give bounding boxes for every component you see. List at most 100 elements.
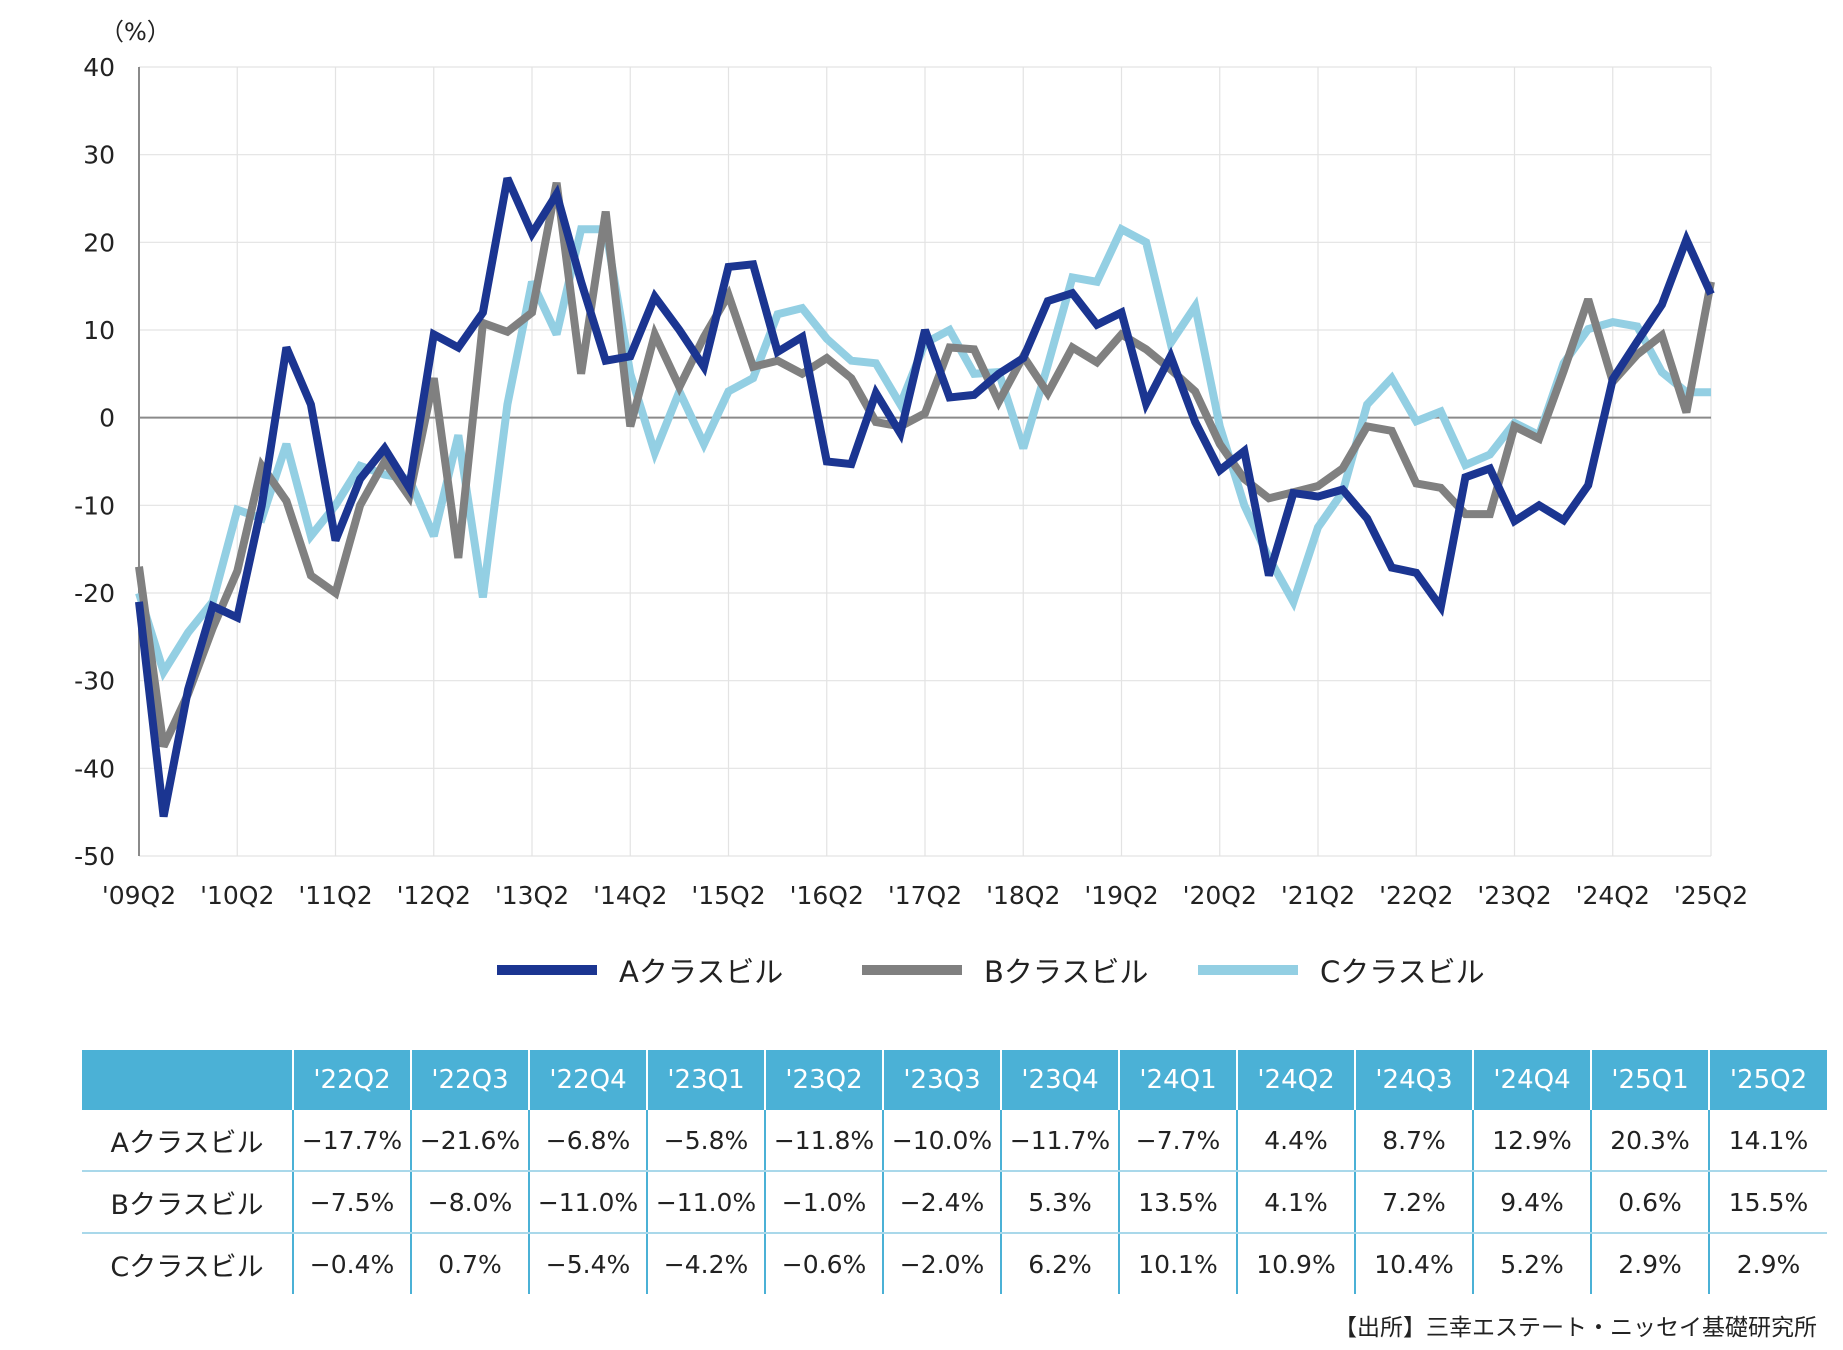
legend-item-b: Bクラスビル [862,950,1148,990]
x-tick-label: '20Q2 [1183,881,1257,910]
table-cell: 12.9% [1472,1110,1591,1172]
legend-swatch-c [1198,965,1298,975]
table-row-c: Cクラスビル −0.4% 0.7% −5.4% −4.2% −0.6% −2.0… [82,1233,1827,1294]
table-header-row: '22Q2 '22Q3 '22Q4 '23Q1 '23Q2 '23Q3 '23Q… [82,1050,1827,1110]
table-cell: −4.2% [646,1233,765,1294]
table-cell: −7.7% [1118,1110,1237,1172]
table-header-cell: '23Q2 [764,1050,883,1110]
table-cell: −1.0% [764,1171,883,1234]
table-cell: 0.7% [410,1233,529,1294]
legend-label-a: Aクラスビル [619,955,784,989]
x-tick-label: '16Q2 [790,881,864,910]
table-cell: −2.4% [882,1171,1001,1234]
table-cell: 0.6% [1590,1171,1709,1234]
table-cell: −6.8% [528,1110,647,1172]
table-cell: −21.6% [410,1110,529,1172]
table-header-cell: '22Q3 [410,1050,529,1110]
y-tick-label: -30 [74,667,115,696]
table-header-cell: '23Q3 [882,1050,1001,1110]
legend-item-a: Aクラスビル [497,950,783,990]
table-cell: 5.3% [1000,1171,1119,1234]
x-tick-label: '14Q2 [593,881,667,910]
y-tick-label: -50 [74,842,115,871]
row-label: Aクラスビル [82,1110,293,1172]
x-tick-label: '19Q2 [1084,881,1158,910]
table-cell: 4.1% [1236,1171,1355,1234]
table-cell: 6.2% [1000,1233,1119,1294]
table-cell: 20.3% [1590,1110,1709,1172]
x-tick-label: '13Q2 [495,881,569,910]
x-tick-label: '25Q2 [1674,881,1748,910]
legend-item-c: Cクラスビル [1198,950,1485,990]
source-note: 【出所】三幸エステート・ニッセイ基礎研究所 [1334,1315,1817,1341]
x-tick-label: '11Q2 [298,881,372,910]
legend-swatch-b [862,965,962,975]
row-label: Bクラスビル [82,1171,293,1234]
table-cell: −0.6% [764,1233,883,1294]
table-cell: −8.0% [410,1171,529,1234]
table-cell: −11.7% [1000,1110,1119,1172]
x-tick-label: '22Q2 [1379,881,1453,910]
legend-label-c: Cクラスビル [1320,955,1485,989]
table-cell: 4.4% [1236,1110,1355,1172]
table-cell: 10.9% [1236,1233,1355,1294]
table-cell: 8.7% [1354,1110,1473,1172]
table-cell: −11.0% [646,1171,765,1234]
line-chart: （%） 40 30 20 10 0 -10 -20 -30 -40 -50 '09Q2 '10Q2 '1… [74,18,1748,910]
series-line-a [135,176,1715,818]
table-cell: 2.9% [1708,1233,1827,1294]
y-tick-label: -40 [74,754,115,783]
series-lines [135,176,1715,818]
x-tick-label: '09Q2 [102,881,176,910]
table-cell: −2.0% [882,1233,1001,1294]
axes: 40 30 20 10 0 -10 -20 -30 -40 -50 '09Q2 '10Q2 '11Q2 '… [74,53,1748,910]
y-tick-label: 0 [99,404,115,433]
table-row-b: Bクラスビル −7.5% −8.0% −11.0% −11.0% −1.0% −… [82,1171,1827,1234]
x-tick-label: '17Q2 [888,881,962,910]
x-tick-label: '12Q2 [397,881,471,910]
table-header-cell: '24Q1 [1118,1050,1237,1110]
table-cell: −7.5% [292,1171,411,1234]
series-line-b [135,181,1715,749]
x-tick-label: '18Q2 [986,881,1060,910]
row-label: Cクラスビル [110,1251,264,1283]
table-header-cell: '23Q4 [1000,1050,1119,1110]
table-cell: −5.4% [528,1233,647,1294]
y-tick-label: -10 [74,491,115,520]
gridlines [138,66,1712,857]
x-tick-label: '15Q2 [691,881,765,910]
table-cell: 10.1% [1118,1233,1237,1294]
table-cell: 14.1% [1708,1110,1827,1172]
table-cell: −5.8% [646,1110,765,1172]
legend-label-b: Bクラスビル [984,955,1149,989]
x-tick-label: '21Q2 [1281,881,1355,910]
x-tick-label: '10Q2 [200,881,274,910]
table-cell: 2.9% [1590,1233,1709,1294]
x-tick-label: '24Q2 [1576,881,1650,910]
table-header-cell: '25Q1 [1590,1050,1709,1110]
table-cell: 15.5% [1708,1171,1827,1234]
table-header-cell: '25Q2 [1708,1050,1827,1110]
table-header-cell: '23Q1 [646,1050,765,1110]
table-cell: −17.7% [292,1110,411,1172]
table-cell: 5.2% [1472,1233,1591,1294]
y-tick-label: -20 [74,579,115,608]
table-header-cell: '22Q2 [292,1050,411,1110]
table-cell: −0.4% [292,1233,411,1294]
y-tick-label: 40 [83,53,115,82]
table-cell: −11.8% [764,1110,883,1172]
y-tick-label: 10 [83,316,115,345]
legend: Aクラスビル Bクラスビル Cクラスビル [0,950,1843,990]
table-cell: 7.2% [1354,1171,1473,1234]
table-header-cell: '24Q2 [1236,1050,1355,1110]
table-header-cell: '22Q4 [528,1050,647,1110]
y-unit-label: （%） [100,18,171,46]
y-tick-label: 30 [83,141,115,170]
data-table: '22Q2 '22Q3 '22Q4 '23Q1 '23Q2 '23Q3 '23Q… [82,1050,1827,1294]
y-tick-label: 20 [83,228,115,257]
table-cell: −10.0% [882,1110,1001,1172]
table-header-cell: '24Q4 [1472,1050,1591,1110]
x-tick-label: '23Q2 [1477,881,1551,910]
table-cell: 13.5% [1118,1171,1237,1234]
table-cell: 9.4% [1472,1171,1591,1234]
